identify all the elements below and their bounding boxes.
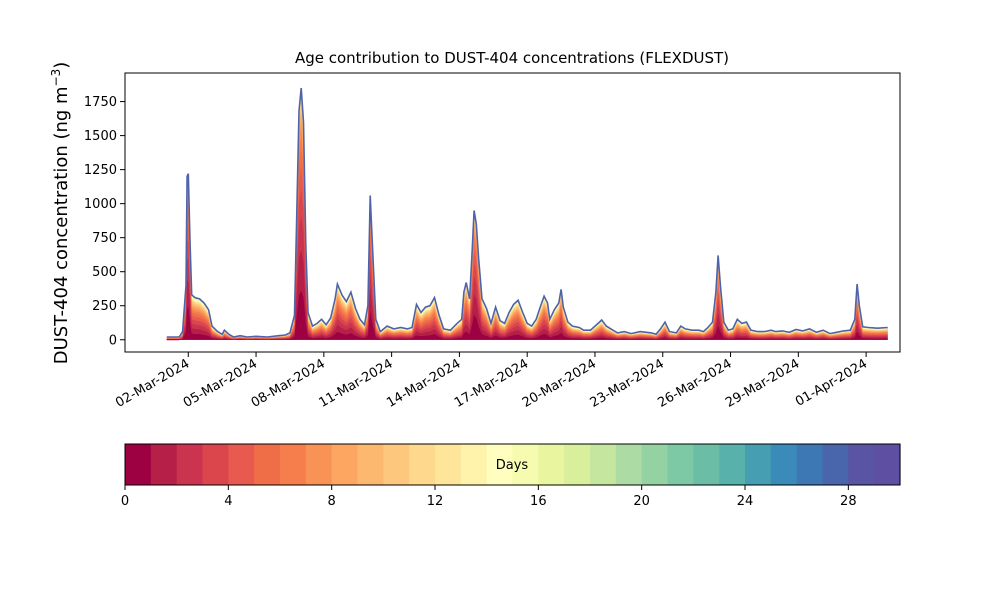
y-tick-label: 0 bbox=[109, 333, 117, 348]
age-layer-20 bbox=[166, 88, 888, 340]
colorbar-tick-label: 0 bbox=[121, 494, 129, 509]
age-layer-4 bbox=[166, 166, 888, 340]
colorbar-swatch bbox=[254, 444, 281, 485]
age-layer-10 bbox=[166, 101, 888, 340]
age-layer-2 bbox=[166, 216, 888, 340]
age-layer-8 bbox=[166, 113, 888, 340]
y-tick-label: 1250 bbox=[84, 163, 117, 178]
y-axis-label-exponent: −3 bbox=[49, 69, 63, 87]
y-tick-label: 1500 bbox=[84, 129, 117, 144]
age-layer-24 bbox=[166, 88, 888, 340]
stacked-area-layers bbox=[166, 87, 888, 341]
colorbar-swatch bbox=[383, 444, 410, 485]
age-layer-27 bbox=[166, 88, 888, 340]
colorbar-swatch bbox=[228, 444, 255, 485]
colorbar-tick-label: 8 bbox=[328, 494, 336, 509]
age-layer-18 bbox=[166, 88, 888, 340]
age-layer-7 bbox=[166, 122, 888, 340]
age-layer-28 bbox=[166, 88, 888, 340]
colorbar-swatch bbox=[176, 444, 204, 485]
x-tick-label: 29-Mar-2024 bbox=[723, 356, 802, 410]
y-axis-label-close: ) bbox=[51, 62, 72, 69]
colorbar-frame bbox=[124, 443, 901, 486]
x-tick-label: 23-Mar-2024 bbox=[588, 356, 667, 410]
age-layer-3 bbox=[166, 188, 888, 340]
age-layer-11 bbox=[166, 97, 888, 340]
colorbar-swatch bbox=[202, 444, 229, 485]
colorbar-label: Days bbox=[496, 458, 529, 473]
age-layer-14 bbox=[166, 91, 888, 340]
colorbar-tick-label: 24 bbox=[737, 494, 754, 509]
colorbar-swatch bbox=[719, 444, 746, 485]
colorbar-swatch bbox=[641, 444, 669, 485]
colorbar-swatch bbox=[667, 444, 694, 485]
colorbar-tick-label: 28 bbox=[840, 494, 857, 509]
colorbar-swatch bbox=[486, 444, 514, 485]
colorbar-swatch bbox=[409, 444, 436, 485]
age-layer-6 bbox=[166, 133, 888, 340]
age-layer-9 bbox=[166, 106, 888, 340]
x-tick-label: 08-Mar-2024 bbox=[249, 356, 328, 410]
x-tick-label: 17-Mar-2024 bbox=[452, 356, 531, 410]
colorbar-swatch bbox=[796, 444, 824, 485]
colorbar-swatch bbox=[125, 444, 152, 485]
age-layer-5 bbox=[166, 148, 888, 340]
colorbar-swatch bbox=[512, 444, 539, 485]
y-axis-label: DUST-404 concentration (ng m−3) bbox=[49, 62, 72, 365]
colorbar-tick-label: 12 bbox=[427, 494, 444, 509]
colorbar-swatch bbox=[590, 444, 617, 485]
age-layer-15 bbox=[166, 89, 888, 340]
age-layer-12 bbox=[166, 94, 888, 340]
x-tick-label: 11-Mar-2024 bbox=[316, 356, 395, 410]
age-layer-19 bbox=[166, 88, 888, 340]
colorbar-swatch bbox=[538, 444, 565, 485]
age-layer-21 bbox=[166, 88, 888, 340]
age-layer-22 bbox=[166, 88, 888, 340]
colorbar-swatch bbox=[357, 444, 384, 485]
colorbar-swatch bbox=[848, 444, 875, 485]
colorbar-tick-label: 16 bbox=[530, 494, 547, 509]
colorbar-swatch bbox=[564, 444, 591, 485]
age-layer-13 bbox=[166, 92, 888, 340]
x-tick-label: 05-Mar-2024 bbox=[181, 356, 260, 410]
colorbar-swatch bbox=[770, 444, 798, 485]
colorbar-tick-label: 4 bbox=[224, 494, 232, 509]
x-tick-label: 02-Mar-2024 bbox=[113, 356, 192, 410]
y-tick-label: 750 bbox=[92, 231, 117, 246]
chart-title: Age contribution to DUST-404 concentrati… bbox=[295, 49, 729, 67]
y-tick-label: 1750 bbox=[84, 95, 117, 110]
plot-frame bbox=[124, 72, 901, 353]
y-tick-label: 250 bbox=[92, 299, 117, 314]
colorbar-swatch bbox=[280, 444, 307, 485]
x-tick-label: 01-Apr-2024 bbox=[793, 356, 870, 409]
x-tick-label: 20-Mar-2024 bbox=[520, 356, 599, 410]
colorbar-swatch bbox=[615, 444, 643, 485]
colorbar-swatch bbox=[822, 444, 849, 485]
colorbar-swatch bbox=[745, 444, 772, 485]
colorbar-swatch bbox=[693, 444, 720, 485]
age-layer-23 bbox=[166, 88, 888, 340]
age-layer-26 bbox=[166, 88, 888, 340]
colorbar: 0 4 8 12 16 20 24 28 bbox=[121, 443, 901, 509]
y-tick-label: 1000 bbox=[84, 197, 117, 212]
y-tick-label: 500 bbox=[92, 265, 117, 280]
age-layer-25 bbox=[166, 88, 888, 340]
age-layer-17 bbox=[166, 88, 888, 340]
x-tick-label: 26-Mar-2024 bbox=[655, 356, 734, 410]
colorbar-swatch bbox=[150, 444, 178, 485]
colorbar-swatch bbox=[331, 444, 359, 485]
colorbar-swatch bbox=[874, 444, 901, 485]
y-axis-label-main: DUST-404 concentration (ng m bbox=[51, 86, 72, 364]
x-tick-label: 14-Mar-2024 bbox=[384, 356, 463, 410]
age-layer-29 bbox=[166, 88, 888, 340]
colorbar-swatch bbox=[435, 444, 462, 485]
colorbar-swatch bbox=[460, 444, 488, 485]
colorbar-tick-label: 20 bbox=[633, 494, 650, 509]
age-layer-16 bbox=[166, 89, 888, 340]
colorbar-swatch bbox=[305, 444, 333, 485]
total-concentration-line bbox=[166, 87, 888, 338]
